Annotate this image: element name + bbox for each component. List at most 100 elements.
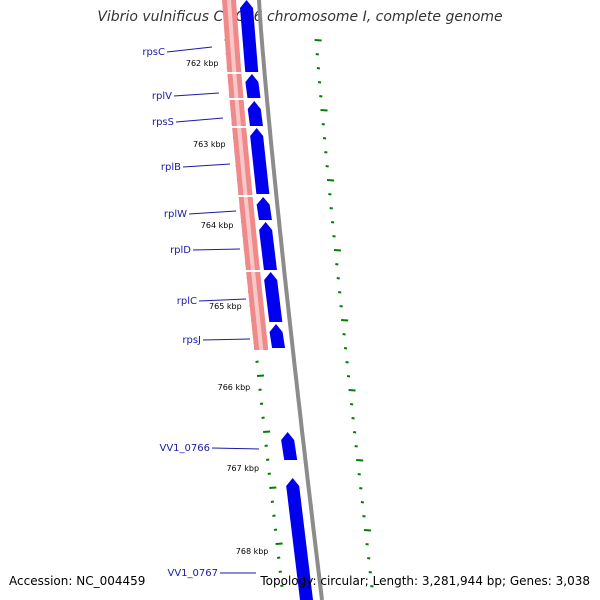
topology-text: Topology: circular; Length: 3,281,944 bp…: [260, 574, 590, 588]
gene-label: rplC: [177, 296, 197, 307]
gc-tick: [320, 109, 328, 112]
gc-tick: [328, 193, 332, 196]
operon-highlight: [232, 74, 239, 98]
label-leader-line: [211, 447, 260, 450]
gc-tick: [348, 389, 356, 392]
gc-tick: [341, 319, 349, 322]
gc-tick: [314, 39, 322, 42]
gc-tick: [267, 472, 271, 475]
label-leader-line: [192, 248, 241, 251]
gene-label: rplW: [164, 209, 187, 220]
operon-track: [222, 0, 269, 350]
gc-tick: [367, 557, 371, 560]
gc-tick: [317, 81, 322, 84]
gc-tick: [354, 445, 358, 448]
kbp-tick-label: 765 kbp: [209, 302, 242, 311]
position-ruler: 762 kbp 763 kbp 764 kbp 765 kbp 766 kbp 767 k…: [186, 59, 269, 556]
gene-labels: rpsC rplV rpsS rplB rplW rplD rplC rpsJ VV1_0766…: [142, 46, 260, 579]
gc-tick: [335, 263, 339, 266]
gc-tick: [365, 543, 369, 546]
gc-tick: [330, 221, 335, 224]
label-leader-line: [173, 92, 220, 97]
kbp-tick-label: 768 kbp: [236, 547, 269, 556]
gc-tick: [359, 487, 363, 490]
gc-tick: [321, 123, 325, 126]
gc-tick: [277, 556, 281, 559]
cds-arrow: [245, 74, 261, 98]
cds-arrow: [256, 197, 272, 220]
gc-tick: [351, 417, 355, 420]
gc-tick: [336, 277, 340, 280]
gc-tick: [339, 305, 343, 308]
gc-tick: [349, 403, 354, 406]
gc-tick: [345, 361, 349, 364]
cds-arrow: [240, 0, 259, 72]
gc-tick: [272, 514, 276, 517]
operon-highlight: [234, 100, 241, 126]
gc-tick: [256, 374, 265, 377]
gc-tick: [319, 95, 323, 98]
label-leader-line: [188, 210, 237, 215]
gc-tick: [258, 388, 262, 391]
gc-tick: [338, 291, 342, 294]
cds-arrow: [259, 222, 277, 270]
operon-highlight: [243, 197, 255, 270]
gc-tick: [343, 347, 348, 350]
gene-label: VV1_0766: [160, 443, 211, 454]
gc-tick: [362, 515, 366, 518]
gc-tick: [325, 165, 329, 168]
label-leader-line: [175, 117, 224, 123]
label-leader-line: [202, 338, 251, 341]
kbp-tick-label: 763 kbp: [193, 140, 226, 149]
gc-tick: [342, 333, 346, 336]
cds-track: [240, 0, 313, 600]
gc-tick: [280, 584, 284, 587]
gene-label: VV1_0767: [168, 568, 219, 579]
gc-tick: [356, 459, 364, 462]
kbp-tick-label: 764 kbp: [201, 221, 234, 230]
accession-text: Accession: NC_004459: [9, 574, 146, 588]
gene-label: rpsC: [142, 47, 165, 58]
gc-tick: [270, 500, 275, 503]
cds-arrow: [269, 324, 286, 348]
operon-highlight: [227, 0, 237, 72]
gc-tick: [278, 570, 282, 573]
kbp-tick-label: 767 kbp: [226, 464, 259, 473]
gc-tick: [368, 571, 372, 574]
gc-tick: [316, 67, 321, 70]
gc-tick: [266, 458, 270, 461]
gene-label: rplB: [161, 162, 181, 173]
label-leader-line: [182, 163, 231, 168]
kbp-tick-label: 762 kbp: [186, 59, 219, 68]
gene-label: rplD: [170, 245, 191, 256]
gc-tick: [352, 431, 357, 434]
gc-tick: [370, 585, 374, 588]
operon-highlight: [237, 128, 248, 195]
gc-tick: [264, 444, 268, 447]
label-leader-line: [198, 298, 247, 302]
gc-tick: [269, 486, 277, 489]
label-leader-line: [166, 46, 213, 53]
backbone-line: [257, 0, 324, 600]
gene-label: rpsJ: [182, 335, 201, 346]
gc-tick: [357, 473, 361, 476]
gene-label: rplV: [152, 91, 172, 102]
cds-arrow: [247, 101, 263, 126]
gc-tick: [261, 416, 265, 419]
cds-arrow: [264, 272, 283, 322]
backbone-track: [257, 0, 324, 600]
gc-tick: [263, 430, 271, 433]
gc-tick: [329, 207, 333, 210]
gc-tick: [259, 402, 264, 405]
cds-arrow: [281, 432, 298, 460]
gene-label: rpsS: [152, 117, 174, 128]
gc-tick: [332, 235, 336, 238]
operon-highlight: [251, 272, 264, 350]
kbp-tick-label: 766 kbp: [218, 383, 251, 392]
gc-tick: [324, 151, 328, 154]
gc-tick: [275, 542, 283, 545]
gc-tick: [315, 53, 319, 56]
gc-tick: [363, 529, 372, 532]
map-title: Vibrio vulnificus CMCP6 chromosome I, co…: [97, 9, 503, 25]
